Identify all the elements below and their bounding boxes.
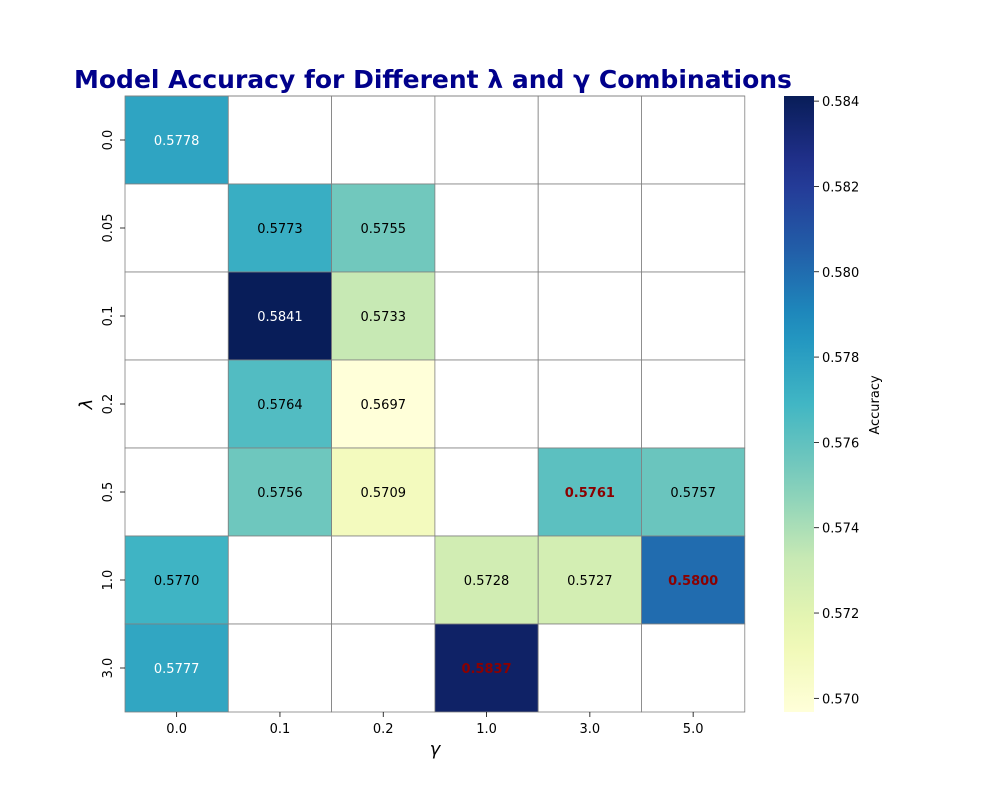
cell-value-label: 0.5764 [257,398,303,413]
heatmap-cell [331,623,436,713]
heatmap-cell [331,271,436,361]
cell-value-label: 0.5755 [361,222,407,237]
heatmap-cell [331,183,436,273]
heatmap-cell [537,535,642,625]
x-tick-label: 0.0 [166,722,187,737]
y-tick-label: 3.0 [101,658,116,679]
colorbar: 0.570 0.572 0.574 0.576 0.578 0.580 0.582 0.584 [784,95,859,712]
y-tick-label: 0.5 [101,482,116,503]
heatmap-cell [641,447,746,537]
colorbar-label: Accuracy [868,375,883,435]
heatmap-cell [227,95,333,185]
y-tick-label: 1.0 [101,570,116,591]
heatmap-cell [434,447,539,537]
heatmap-cell [434,623,539,713]
colorbar-tick-label: 0.580 [822,266,859,281]
x-axis-label: γ [430,739,442,760]
cell-value-label: 0.5697 [361,398,407,413]
heatmap-cell [641,359,746,449]
heatmap-cell [641,95,746,185]
cell-value-label: 0.5757 [670,486,716,501]
cell-value-label: 0.5770 [154,574,200,589]
cell-value-label: 0.5778 [154,134,200,149]
cell-value-label: 0.5841 [257,310,303,325]
colorbar-tick-label: 0.582 [822,180,859,195]
x-tick-label: 1.0 [476,722,497,737]
heatmap-cell [641,535,746,625]
heatmap-cell [124,95,229,185]
heatmap-cell [227,183,333,273]
heatmap-cell [227,623,333,713]
cell-value-label: 0.5727 [567,574,613,589]
heatmap-cell [227,447,333,537]
heatmap-cell [434,271,539,361]
x-tick-label: 5.0 [683,722,704,737]
x-tick-label: 3.0 [580,722,601,737]
heatmap-cell [124,447,229,537]
heatmap-cell [537,447,642,537]
heatmap-cell [641,623,746,713]
heatmap-cell [537,95,642,185]
cell-value-label: 0.5709 [361,486,407,501]
x-tick-label: 0.1 [270,722,291,737]
colorbar-tick-label: 0.574 [822,522,859,537]
cell-value-label: 0.5773 [257,222,303,237]
colorbar-gradient [784,96,814,712]
heatmap-cell [124,535,229,625]
heatmap-cells: 0.5778 0.5773 0.5755 0.5841 0.5733 0.5764 0.56… [124,95,746,713]
heatmap-cell [537,359,642,449]
colorbar-tick-label: 0.576 [822,436,859,451]
heatmap-cell [434,535,539,625]
cell-value-label: 0.5756 [257,486,303,501]
heatmap-cell [537,271,642,361]
heatmap-cell [434,183,539,273]
heatmap-cell [434,359,539,449]
cell-value-label: 0.5728 [464,574,510,589]
heatmap-cell [124,359,229,449]
cell-value-label: 0.5733 [361,310,407,325]
y-tick-label: 0.2 [101,394,116,415]
colorbar-tick-label: 0.570 [822,692,859,707]
cell-value-label: 0.5800 [668,574,718,589]
colorbar-tick-label: 0.572 [822,607,859,622]
y-axis-label: λ [76,399,97,411]
colorbar-tick-label: 0.584 [822,95,859,110]
y-tick-label: 0.0 [101,130,116,151]
heatmap-cell [124,271,229,361]
heatmap-cell [641,271,746,361]
x-axis-ticks: 0.0 0.1 0.2 1.0 3.0 5.0 [166,712,703,737]
heatmap-cell [537,623,642,713]
heatmap-cell [331,535,436,625]
cell-value-label: 0.5761 [565,486,615,501]
colorbar-tick-label: 0.578 [822,351,859,366]
heatmap-cell [227,359,333,449]
heatmap-cell [434,95,539,185]
heatmap-cell [331,95,436,185]
heatmap-cell [124,183,229,273]
chart-title: Model Accuracy for Different λ and γ Com… [74,65,792,94]
y-tick-label: 0.05 [101,214,116,243]
x-tick-label: 0.2 [373,722,394,737]
heatmap-cell [537,183,642,273]
heatmap-cell [227,271,333,361]
y-tick-label: 0.1 [101,306,116,327]
cell-value-label: 0.5777 [154,662,200,677]
heatmap-cell [641,183,746,273]
cell-value-label: 0.5837 [461,662,511,677]
heatmap-cell [227,535,333,625]
y-axis-ticks: 0.0 0.05 0.1 0.2 0.5 1.0 3.0 [101,130,125,679]
